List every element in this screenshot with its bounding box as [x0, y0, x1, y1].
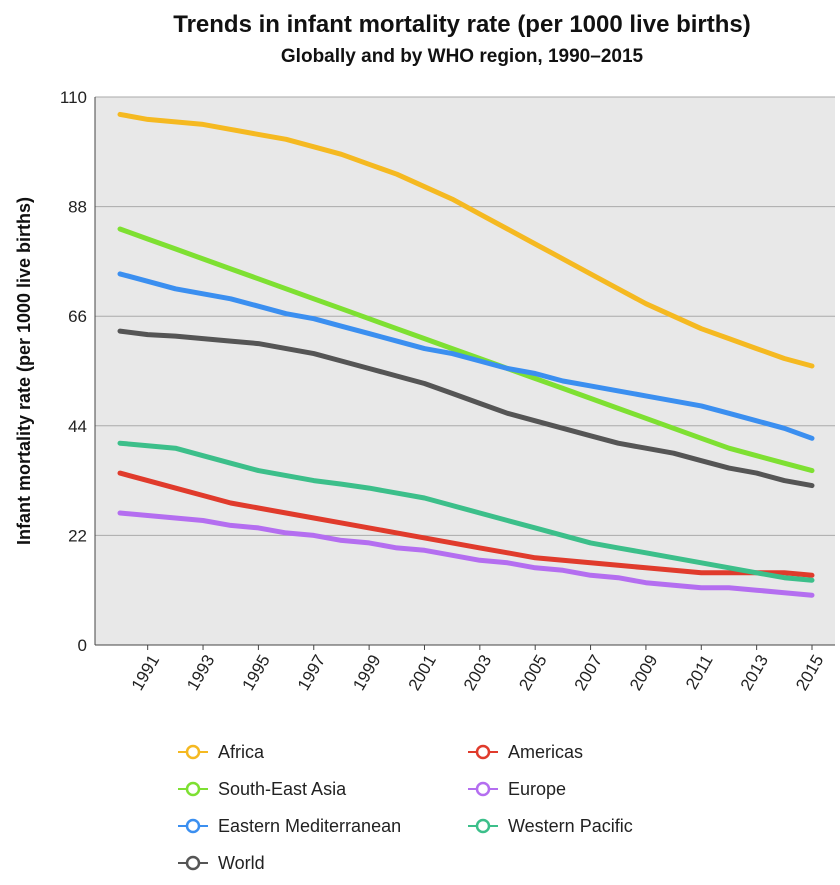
- legend-label: World: [218, 853, 265, 873]
- x-tick-label: 2001: [405, 652, 440, 694]
- y-tick-label: 66: [68, 307, 87, 326]
- legend-marker: [475, 744, 491, 760]
- x-tick-label: 2005: [515, 652, 550, 694]
- x-tick-label: 2009: [626, 652, 661, 694]
- legend-marker: [475, 781, 491, 797]
- legend-label: Europe: [508, 779, 566, 799]
- series-line: [117, 111, 815, 369]
- series-line: [117, 470, 815, 578]
- series-line: [117, 226, 815, 474]
- x-tick-label: 1993: [183, 652, 218, 694]
- series-line: [117, 328, 815, 489]
- x-tick-label: 2003: [460, 652, 495, 694]
- legend-label: Africa: [218, 742, 265, 762]
- x-tick-label: 1995: [238, 652, 273, 694]
- x-tick-label: 1991: [128, 652, 163, 694]
- series-line: [117, 440, 815, 583]
- x-tick-label: 1999: [349, 652, 384, 694]
- series-line: [117, 271, 815, 441]
- plot-area: [95, 97, 835, 645]
- legend-label: Eastern Mediterranean: [218, 816, 401, 836]
- y-axis-title: Infant mortality rate (per 1000 live bir…: [14, 197, 34, 545]
- legend-label: South-East Asia: [218, 779, 347, 799]
- legend-marker: [185, 744, 201, 760]
- y-tick-label: 88: [68, 198, 87, 217]
- y-tick-label: 110: [60, 88, 87, 107]
- legend-marker: [185, 818, 201, 834]
- legend-label: Americas: [508, 742, 583, 762]
- series-line: [117, 510, 815, 598]
- chart-subtitle: Globally and by WHO region, 1990–2015: [281, 46, 644, 67]
- y-tick-label: 22: [68, 526, 87, 545]
- legend-marker: [185, 855, 201, 871]
- y-tick-label: 0: [78, 636, 87, 655]
- x-tick-label: 2015: [792, 652, 827, 694]
- x-tick-label: 2011: [682, 652, 717, 693]
- legend-marker: [185, 781, 201, 797]
- legend-label: Western Pacific: [508, 816, 633, 836]
- chart-title: Trends in infant mortality rate (per 100…: [173, 11, 751, 38]
- legend-marker: [475, 818, 491, 834]
- x-tick-label: 2007: [571, 652, 606, 694]
- x-tick-label: 1997: [294, 652, 329, 694]
- y-tick-label: 44: [68, 417, 87, 436]
- x-tick-label: 2013: [737, 652, 772, 694]
